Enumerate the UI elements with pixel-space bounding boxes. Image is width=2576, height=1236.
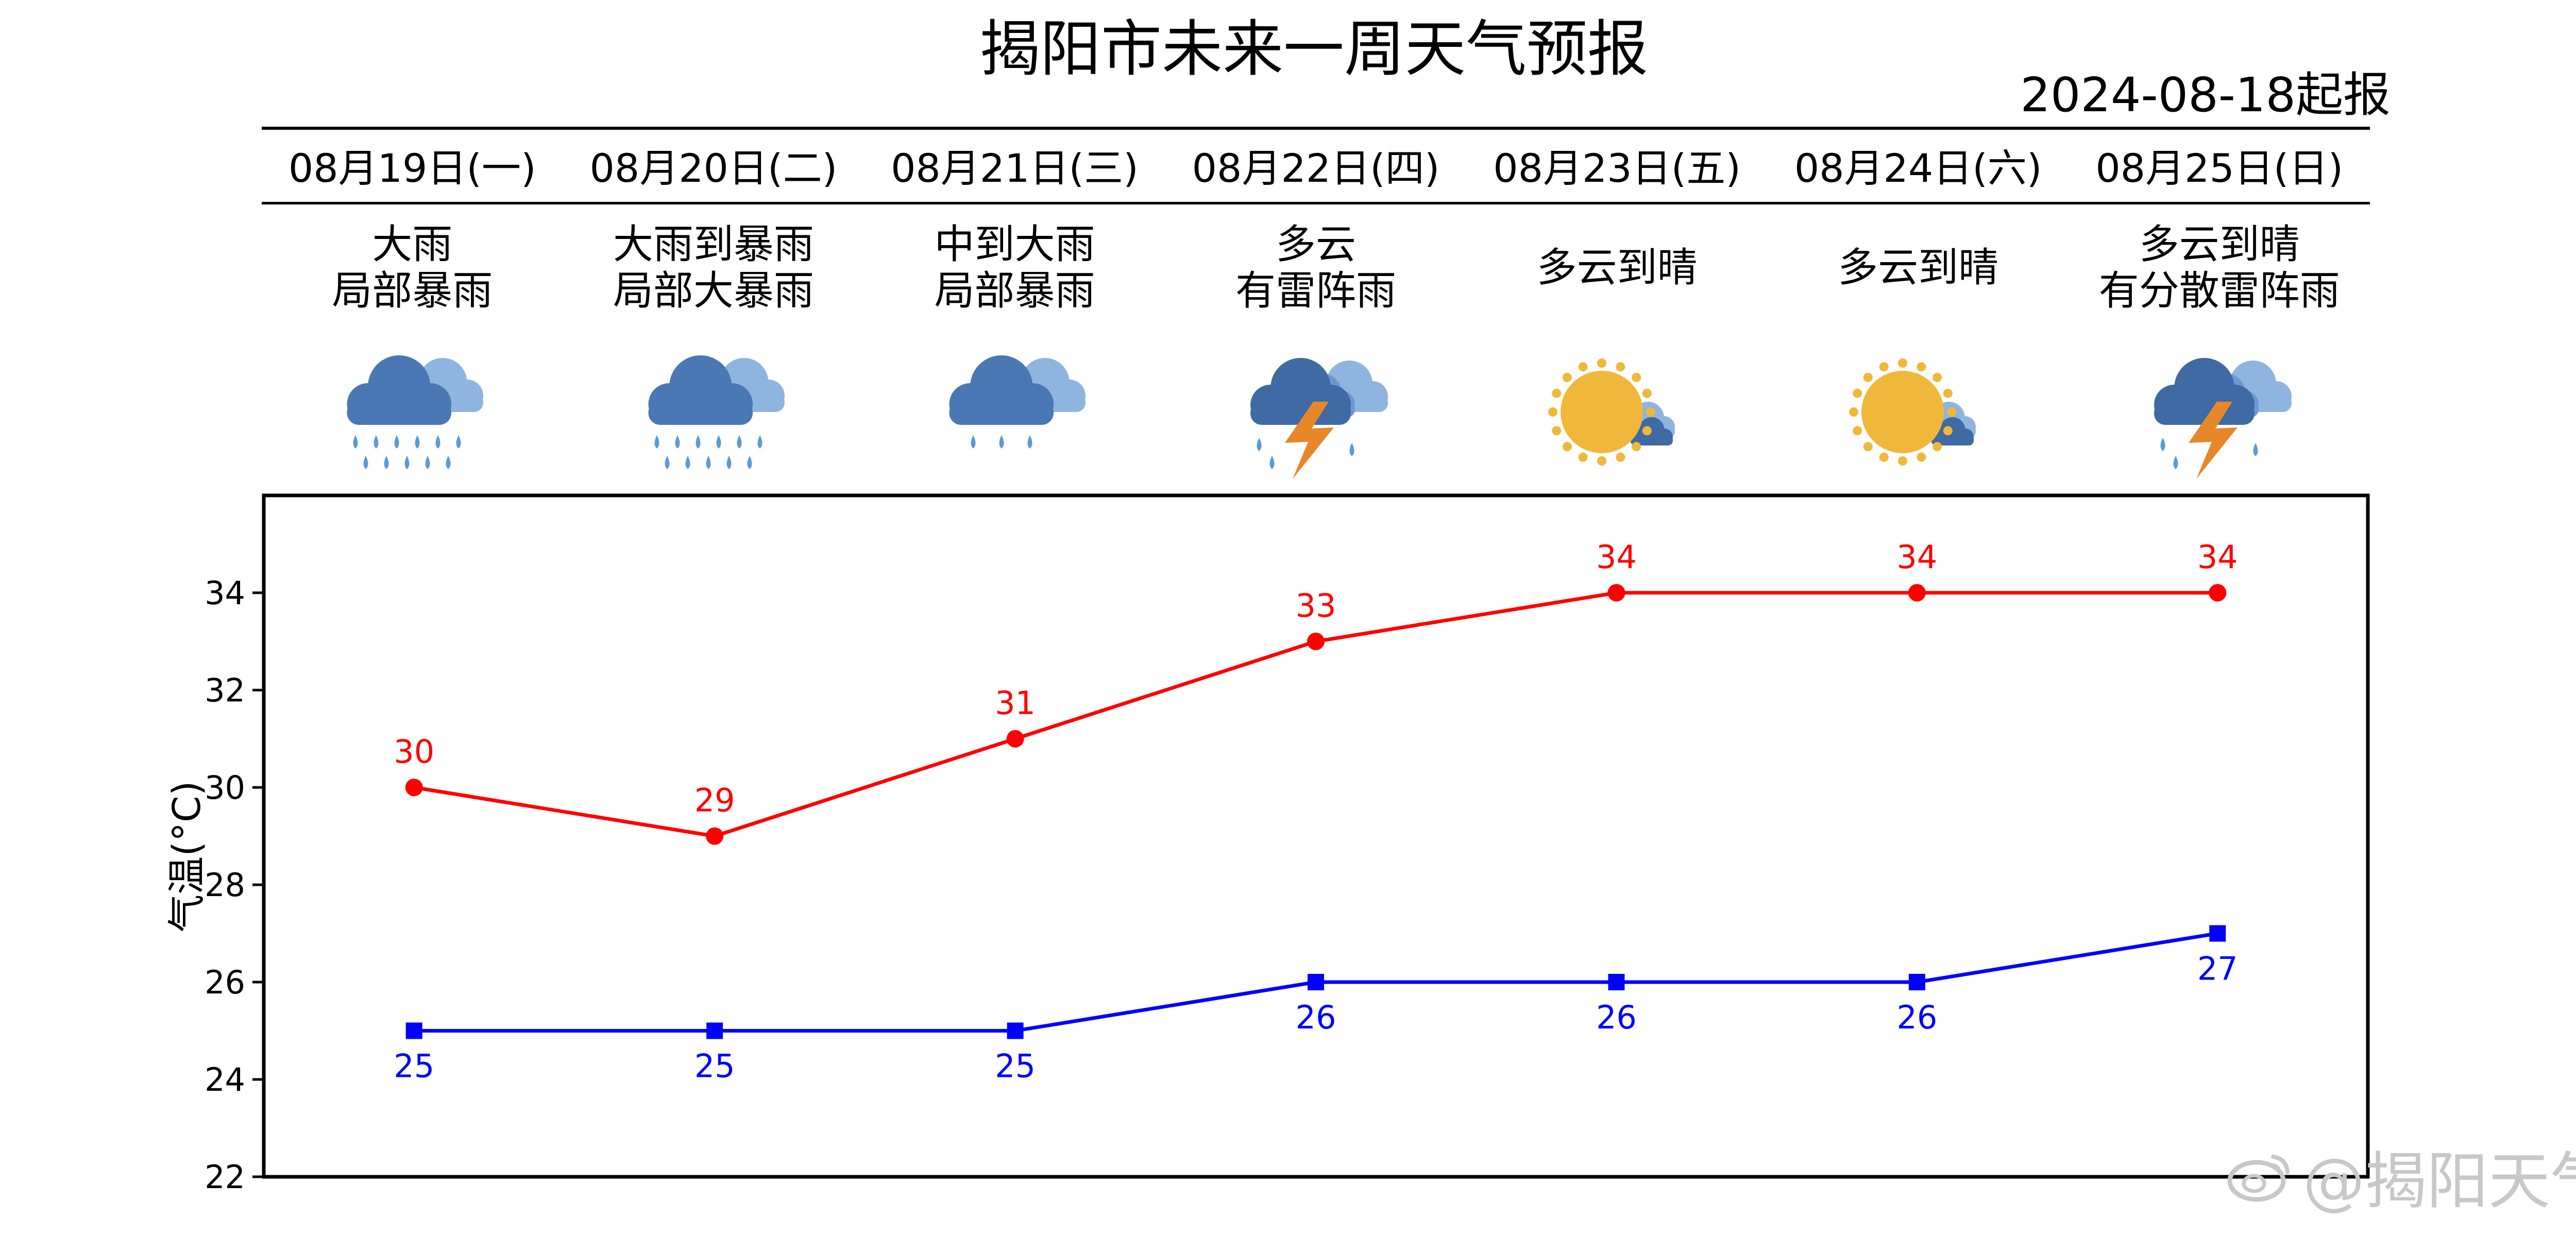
high-temp-label: 29 bbox=[694, 782, 735, 819]
y-axis-label: 气温(°C) bbox=[165, 781, 209, 932]
sun-cloud-icon bbox=[1849, 358, 1976, 466]
heavy-rain-icon bbox=[648, 355, 785, 469]
y-tick-label: 32 bbox=[205, 672, 245, 709]
condition-line-2: 有雷阵雨 bbox=[1235, 268, 1397, 314]
condition-line-1: 多云 bbox=[1276, 221, 1357, 268]
high-temp-label: 34 bbox=[2197, 538, 2238, 576]
date-label: 08月20日(二) bbox=[589, 145, 838, 191]
date-label: 08月19日(一) bbox=[288, 145, 536, 191]
watermark-text: @揭阳天气 bbox=[2303, 1146, 2576, 1217]
y-tick-label: 34 bbox=[205, 574, 245, 612]
date-label: 08月22日(四) bbox=[1192, 145, 1440, 191]
thunderstorm-icon bbox=[1250, 358, 1388, 479]
condition-row: 大雨 局部暴雨 大雨到暴雨 局部大暴雨 中到大雨 局部暴雨 多云 有雷阵雨 多云… bbox=[262, 206, 2370, 330]
weather-condition: 多云到晴 有分散雷阵雨 bbox=[2069, 206, 2370, 330]
condition-line-1: 多云到晴 bbox=[1536, 245, 1698, 291]
y-tick-label: 28 bbox=[205, 866, 245, 904]
heavy-rain-icon bbox=[347, 355, 484, 469]
weather-condition: 中到大雨 局部暴雨 bbox=[864, 206, 1165, 330]
high-temp-label: 33 bbox=[1296, 587, 1336, 625]
high-temp-label: 30 bbox=[394, 733, 434, 770]
y-tick-label: 30 bbox=[205, 769, 245, 806]
header-top-rule bbox=[262, 127, 2370, 130]
condition-line-2: 有分散雷阵雨 bbox=[2098, 268, 2340, 314]
moderate-rain-icon bbox=[949, 355, 1086, 449]
date-label: 08月24日(六) bbox=[1794, 145, 2042, 191]
low-temp-label: 26 bbox=[1896, 999, 1937, 1036]
weather-condition: 大雨 局部暴雨 bbox=[262, 206, 563, 330]
weibo-logo-icon bbox=[2227, 1155, 2290, 1202]
weather-condition: 多云到晴 bbox=[1768, 206, 2069, 330]
low-temp-label: 25 bbox=[694, 1048, 735, 1085]
low-temp-label: 26 bbox=[1596, 999, 1637, 1036]
date-label: 08月21日(三) bbox=[891, 145, 1139, 191]
low-temp-point bbox=[1608, 974, 1625, 990]
weather-condition: 多云 有雷阵雨 bbox=[1165, 206, 1467, 330]
weather-condition: 多云到晴 bbox=[1466, 206, 1768, 330]
condition-line-1: 大雨到暴雨 bbox=[613, 221, 814, 268]
condition-line-2: 局部暴雨 bbox=[934, 268, 1095, 314]
weather-icon-slot bbox=[1768, 335, 2069, 489]
thunderstorm-icon bbox=[2154, 358, 2292, 479]
date-label: 08月23日(五) bbox=[1493, 145, 1741, 191]
weather-icon-slot bbox=[1466, 335, 1768, 489]
high-temp-label: 34 bbox=[1596, 538, 1637, 576]
high-temp-point bbox=[405, 779, 423, 796]
low-temp-label: 25 bbox=[995, 1048, 1036, 1085]
weather-icon-slot bbox=[864, 335, 1165, 489]
low-temp-point bbox=[1308, 974, 1324, 990]
page-title: 揭阳市未来一周天气预报 bbox=[979, 13, 1648, 84]
condition-line-2: 局部暴雨 bbox=[332, 268, 493, 314]
low-temp-point bbox=[706, 1022, 723, 1039]
y-tick-label: 22 bbox=[205, 1158, 245, 1196]
issue-date: 2024-08-18起报 bbox=[2020, 67, 2391, 123]
high-temp-label: 31 bbox=[995, 684, 1036, 722]
high-temp-point bbox=[1607, 584, 1625, 602]
high-temp-point bbox=[1006, 730, 1024, 748]
weather-icon-slot bbox=[1165, 335, 1467, 489]
condition-line-1: 多云到晴 bbox=[2139, 221, 2300, 268]
low-temp-point bbox=[405, 1022, 422, 1039]
sun-cloud-icon bbox=[1548, 358, 1675, 466]
condition-line-1: 中到大雨 bbox=[934, 221, 1095, 268]
date-label: 08月25日(日) bbox=[2095, 145, 2344, 191]
low-temp-point bbox=[2209, 925, 2226, 942]
high-temp-point bbox=[706, 827, 724, 845]
high-temp-point bbox=[1307, 632, 1325, 650]
low-temp-label: 27 bbox=[2197, 950, 2238, 988]
low-temp-point bbox=[1007, 1022, 1024, 1039]
low-temp-point bbox=[1908, 974, 1925, 990]
y-tick-label: 26 bbox=[205, 964, 245, 1001]
low-temp-label: 25 bbox=[394, 1048, 434, 1085]
header-bottom-rule bbox=[262, 202, 2370, 204]
weather-icon-slot bbox=[262, 335, 563, 489]
condition-line-1: 多云到晴 bbox=[1838, 245, 1999, 291]
watermark: @揭阳天气 bbox=[2226, 1131, 2576, 1221]
plot-frame bbox=[262, 493, 2370, 1179]
low-temp-label: 26 bbox=[1296, 999, 1336, 1036]
condition-line-1: 大雨 bbox=[372, 221, 453, 268]
weather-icon-slot bbox=[2069, 335, 2370, 489]
high-temp-point bbox=[1908, 584, 1926, 602]
date-row: 08月19日(一) 08月20日(二) 08月21日(三) 08月22日(四) … bbox=[262, 135, 2370, 202]
high-temp-label: 34 bbox=[1896, 538, 1937, 576]
condition-line-2: 局部大暴雨 bbox=[613, 268, 814, 314]
weather-icon-row bbox=[262, 335, 2370, 489]
high-temp-line bbox=[414, 591, 2218, 838]
high-temp-point bbox=[2209, 584, 2227, 602]
y-tick-label: 24 bbox=[205, 1061, 245, 1098]
weather-icon-slot bbox=[563, 335, 865, 489]
weather-condition: 大雨到暴雨 局部大暴雨 bbox=[563, 206, 865, 330]
